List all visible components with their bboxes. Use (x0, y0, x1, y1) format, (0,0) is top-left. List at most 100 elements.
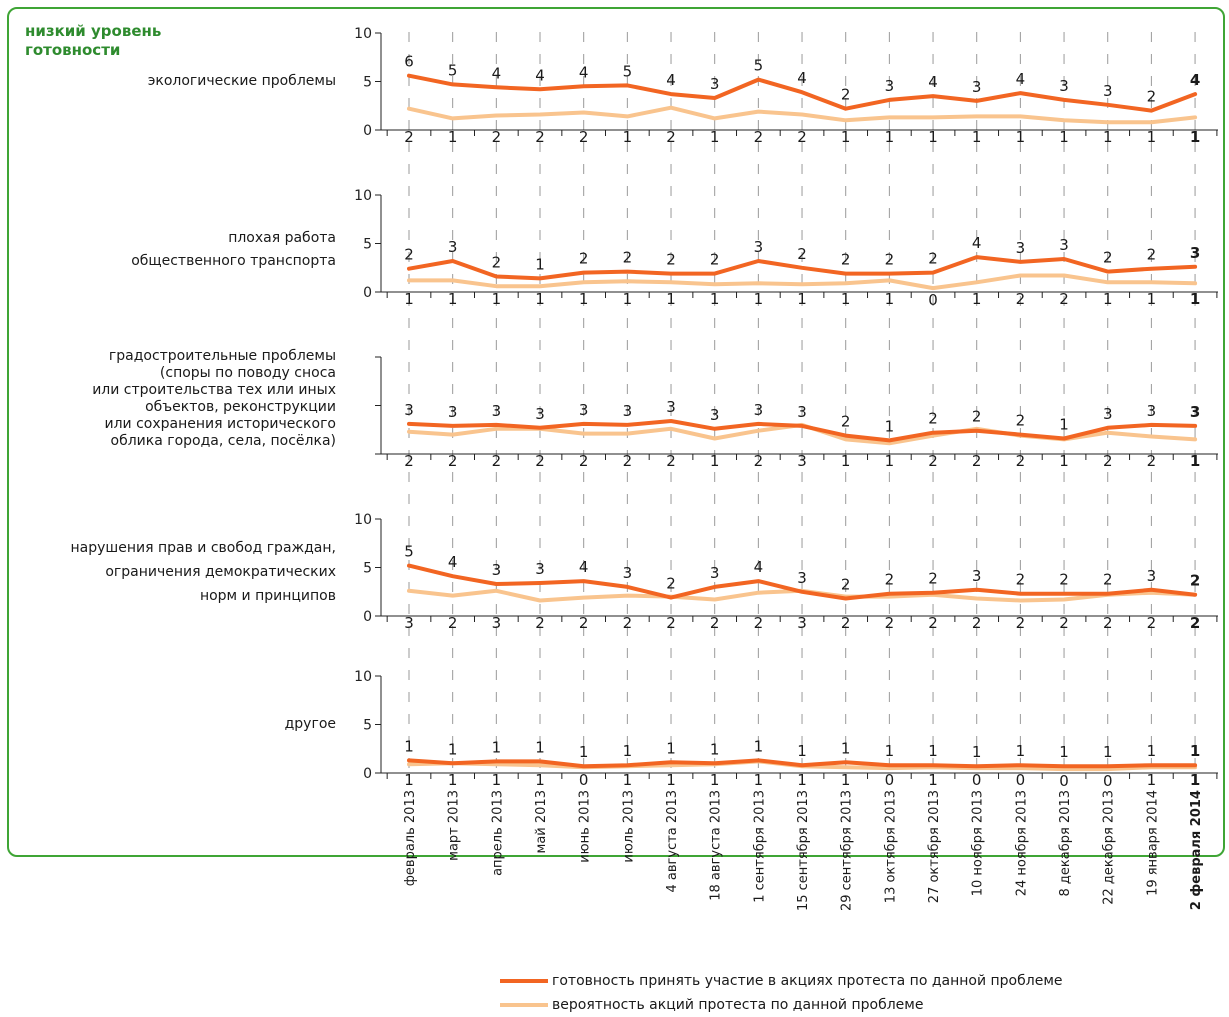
data-label-panel-2-series-1: 1 (710, 452, 720, 470)
data-label-panel-3-series-1: 2 (1059, 614, 1069, 632)
x-category-label: 18 августа 2013 (709, 790, 724, 901)
data-label-panel-3-series-1: 2 (754, 614, 764, 632)
data-label-panel-3-series-1: 2 (928, 614, 938, 632)
panel-label-civil-rights: нарушения прав и свобод граждан, огранич… (70, 540, 336, 604)
y-tick-label-panel-1: 10 (354, 188, 372, 204)
data-label-panel-0-series-1: 1 (1147, 128, 1157, 146)
data-label-panel-1-series-1: 1 (448, 290, 458, 308)
data-label-panel-4-series-0: 1 (797, 742, 807, 760)
data-label-panel-4-series-0: 1 (754, 737, 764, 755)
data-label-panel-2-series-1: 2 (928, 452, 938, 470)
data-label-panel-3-series-0: 4 (448, 553, 458, 571)
data-label-panel-2-series-0: 1 (885, 417, 895, 435)
data-label-panel-2-series-1: 3 (797, 452, 807, 470)
x-category-label: 2 февраля 2014 (1189, 790, 1204, 910)
x-category-label: 13 октября 2013 (883, 790, 898, 903)
data-label-panel-3-series-0: 2 (666, 575, 676, 593)
data-label-panel-0-series-0: 3 (972, 78, 982, 96)
data-label-panel-2-series-0: 3 (1190, 403, 1200, 421)
data-label-panel-2-series-0: 3 (623, 402, 633, 420)
x-category-label: 4 августа 2013 (665, 790, 680, 892)
data-label-panel-0-series-1: 2 (754, 128, 764, 146)
x-category-label: 8 декабря 2013 (1058, 790, 1073, 897)
data-label-panel-3-series-1: 3 (404, 614, 414, 632)
y-tick-label-panel-3: 0 (363, 609, 372, 625)
data-label-panel-3-series-1: 2 (448, 614, 458, 632)
data-label-panel-0-series-0: 5 (448, 61, 458, 79)
data-label-panel-4-series-1: 1 (1190, 771, 1200, 789)
data-label-panel-2-series-0: 3 (754, 401, 764, 419)
data-label-panel-3-series-0: 5 (404, 543, 414, 561)
x-category-label: май 2013 (534, 790, 549, 853)
data-label-panel-1-series-0: 3 (1016, 239, 1026, 257)
data-label-panel-4-series-0: 1 (623, 742, 633, 760)
data-label-panel-1-series-1: 2 (1059, 290, 1069, 308)
data-label-panel-1-series-0: 2 (710, 251, 720, 269)
data-label-panel-2-series-1: 2 (579, 452, 589, 470)
data-label-panel-2-series-0: 2 (928, 410, 938, 428)
data-label-panel-1-series-0: 4 (972, 234, 982, 252)
data-label-panel-2-series-1: 2 (972, 452, 982, 470)
data-label-panel-4-series-1: 1 (666, 771, 676, 789)
data-label-panel-3-series-0: 3 (1147, 567, 1157, 585)
data-label-panel-2-series-0: 2 (1016, 412, 1026, 430)
data-label-panel-2-series-1: 2 (666, 452, 676, 470)
data-label-panel-1-series-0: 2 (797, 245, 807, 263)
legend-label-probability: вероятность акций протеста по данной про… (552, 997, 924, 1013)
data-label-panel-4-series-1: 0 (1016, 771, 1026, 789)
series-line-panel-1-0 (407, 255, 1198, 281)
y-tick-label-panel-0: 5 (363, 75, 372, 91)
data-label-panel-0-series-1: 2 (535, 128, 545, 146)
data-label-panel-2-series-1: 2 (448, 452, 458, 470)
data-label-panel-4-series-1: 0 (1103, 772, 1113, 790)
data-label-panel-1-series-0: 3 (448, 238, 458, 256)
data-label-panel-3-series-1: 2 (841, 614, 851, 632)
data-label-panel-2-series-1: 1 (1190, 452, 1200, 470)
data-label-panel-1-series-1: 1 (710, 290, 720, 308)
data-label-panel-2-series-0: 2 (841, 413, 851, 431)
data-label-panel-1-series-1: 0 (928, 291, 938, 309)
data-label-panel-2-series-1: 2 (535, 452, 545, 470)
data-label-panel-2-series-0: 3 (535, 405, 545, 423)
data-label-panel-3-series-1: 3 (797, 614, 807, 632)
data-label-panel-3-series-1: 2 (885, 614, 895, 632)
data-label-panel-1-series-0: 2 (404, 246, 414, 264)
data-label-panel-1-series-0: 2 (492, 253, 502, 271)
data-label-panel-1-series-0: 2 (579, 250, 589, 268)
data-label-panel-0-series-0: 3 (1059, 77, 1069, 95)
data-label-panel-1-series-1: 1 (535, 290, 545, 308)
data-label-panel-1-series-0: 3 (754, 238, 764, 256)
data-label-panel-4-series-0: 1 (1147, 742, 1157, 760)
data-label-panel-2-series-0: 3 (1103, 405, 1113, 423)
data-label-panel-4-series-1: 0 (1059, 772, 1069, 790)
data-label-panel-2-series-1: 1 (1059, 452, 1069, 470)
data-label-panel-0-series-1: 2 (666, 128, 676, 146)
data-label-panel-1-series-1: 1 (885, 290, 895, 308)
data-label-panel-3-series-0: 3 (972, 567, 982, 585)
data-label-panel-1-series-1: 1 (841, 290, 851, 308)
y-tick-label-panel-4: 0 (363, 766, 372, 782)
data-label-panel-0-series-1: 1 (710, 128, 720, 146)
data-label-panel-3-series-0: 3 (492, 561, 502, 579)
data-label-panel-1-series-1: 1 (972, 290, 982, 308)
data-label-panel-3-series-1: 2 (1103, 614, 1113, 632)
data-label-panel-4-series-0: 1 (1059, 743, 1069, 761)
data-label-panel-4-series-1: 1 (797, 771, 807, 789)
data-label-panel-0-series-1: 1 (1190, 128, 1200, 146)
data-label-panel-3-series-1: 2 (1190, 614, 1200, 632)
y-tick-label-panel-1: 5 (363, 237, 372, 253)
data-label-panel-0-series-1: 2 (492, 128, 502, 146)
legend: готовность принять участие в акциях прот… (500, 969, 1063, 1017)
data-label-panel-4-series-0: 1 (928, 742, 938, 760)
data-label-panel-3-series-0: 2 (1016, 571, 1026, 589)
data-label-panel-1-series-0: 2 (623, 249, 633, 267)
data-label-panel-3-series-1: 2 (666, 614, 676, 632)
legend-item-participation: готовность принять участие в акциях прот… (500, 969, 1063, 993)
data-label-panel-2-series-0: 3 (1147, 402, 1157, 420)
data-label-panel-0-series-1: 1 (1059, 128, 1069, 146)
data-label-panel-0-series-1: 1 (841, 128, 851, 146)
data-label-panel-2-series-1: 2 (623, 452, 633, 470)
data-label-panel-2-series-1: 1 (841, 452, 851, 470)
data-label-panel-2-series-0: 3 (666, 398, 676, 416)
